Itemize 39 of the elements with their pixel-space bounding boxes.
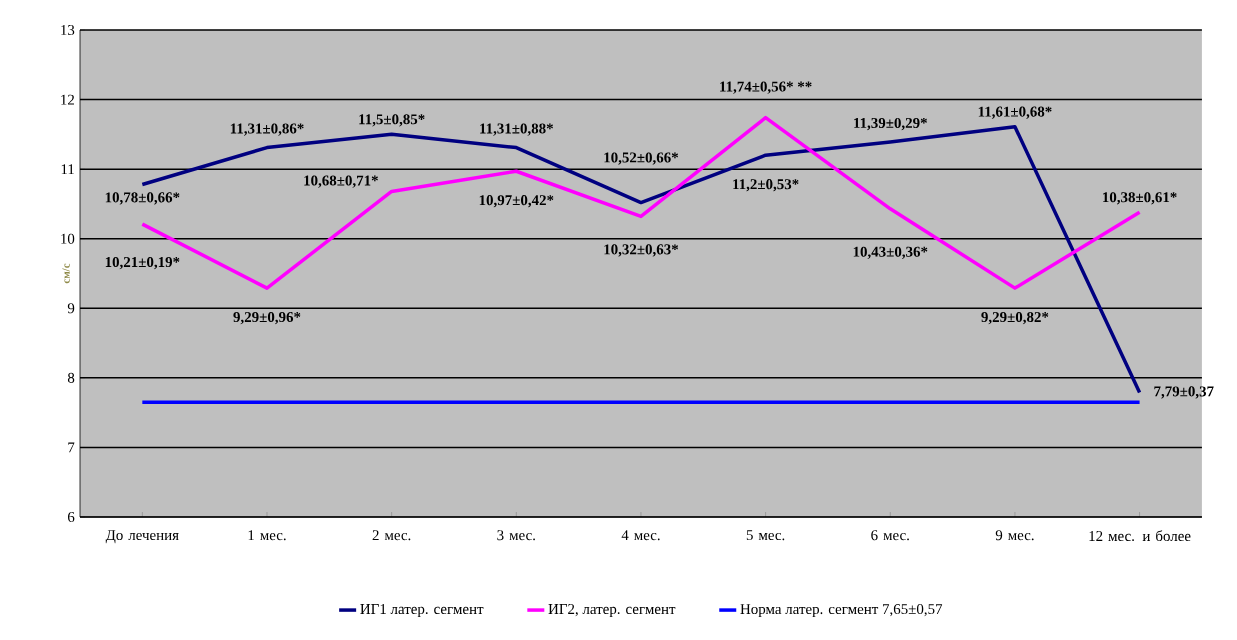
data-label: 10,68±0,71* <box>304 175 378 188</box>
x-tick-label: 6 мес. <box>871 530 909 541</box>
data-label: 11,31±0,88* <box>480 123 553 136</box>
x-tick-label: 4 мес. <box>621 530 660 541</box>
data-label: 11,61±0,68* <box>978 106 1052 119</box>
y-axis-title: см/с <box>62 263 70 284</box>
x-tick-label: 1 мес. <box>248 530 286 541</box>
x-tick-label: 12 мес. и более <box>1089 530 1191 542</box>
y-tick-label: 13 <box>61 24 75 36</box>
data-label: 11,39±0,29* <box>854 117 927 131</box>
data-label: 10,52±0,66* <box>604 152 679 165</box>
data-label: 10,38±0,61* <box>1103 192 1177 205</box>
legend-label: ИГ1 латер. сегмент <box>360 604 484 618</box>
y-tick-label: 10 <box>61 233 75 244</box>
data-label: 11,74±0,56* ** <box>720 81 812 94</box>
x-tick-label: 2 мес. <box>372 530 411 541</box>
data-label: 11,2±0,53* <box>733 179 799 192</box>
legend-label: ИГ2, латер. сегмент <box>548 604 676 618</box>
data-label: 11,31±0,86* <box>230 123 304 136</box>
x-tick-label: 3 мес. <box>497 530 535 541</box>
data-label: 10,21±0,19* <box>105 256 180 270</box>
x-tick-label: 5 мес. <box>746 530 785 541</box>
y-tick-label: 6 <box>67 511 75 523</box>
y-tick-label: 11 <box>61 164 74 175</box>
data-label: 9,29±0,96* <box>233 311 301 325</box>
y-tick-label: 8 <box>67 372 75 383</box>
x-tick-label: До лечения <box>105 530 179 544</box>
legend-label: Норма латер. сегмент 7,65±0,57 <box>740 603 943 618</box>
data-label: 11,5±0,85* <box>359 114 425 127</box>
x-tick-label: 9 мес. <box>995 530 1034 541</box>
y-tick-label: 7 <box>68 442 75 453</box>
data-label: 10,32±0,63* <box>604 244 679 257</box>
data-label: 10,78±0,66* <box>105 192 180 205</box>
data-label: 10,43±0,36* <box>853 246 928 259</box>
data-label: 10,97±0,42* <box>479 195 554 208</box>
y-tick-label: 12 <box>61 94 74 105</box>
data-label: 7,79±0,37 <box>1154 386 1214 399</box>
y-tick-label: 9 <box>67 303 75 314</box>
data-label: 9,29±0,82* <box>981 311 1049 325</box>
